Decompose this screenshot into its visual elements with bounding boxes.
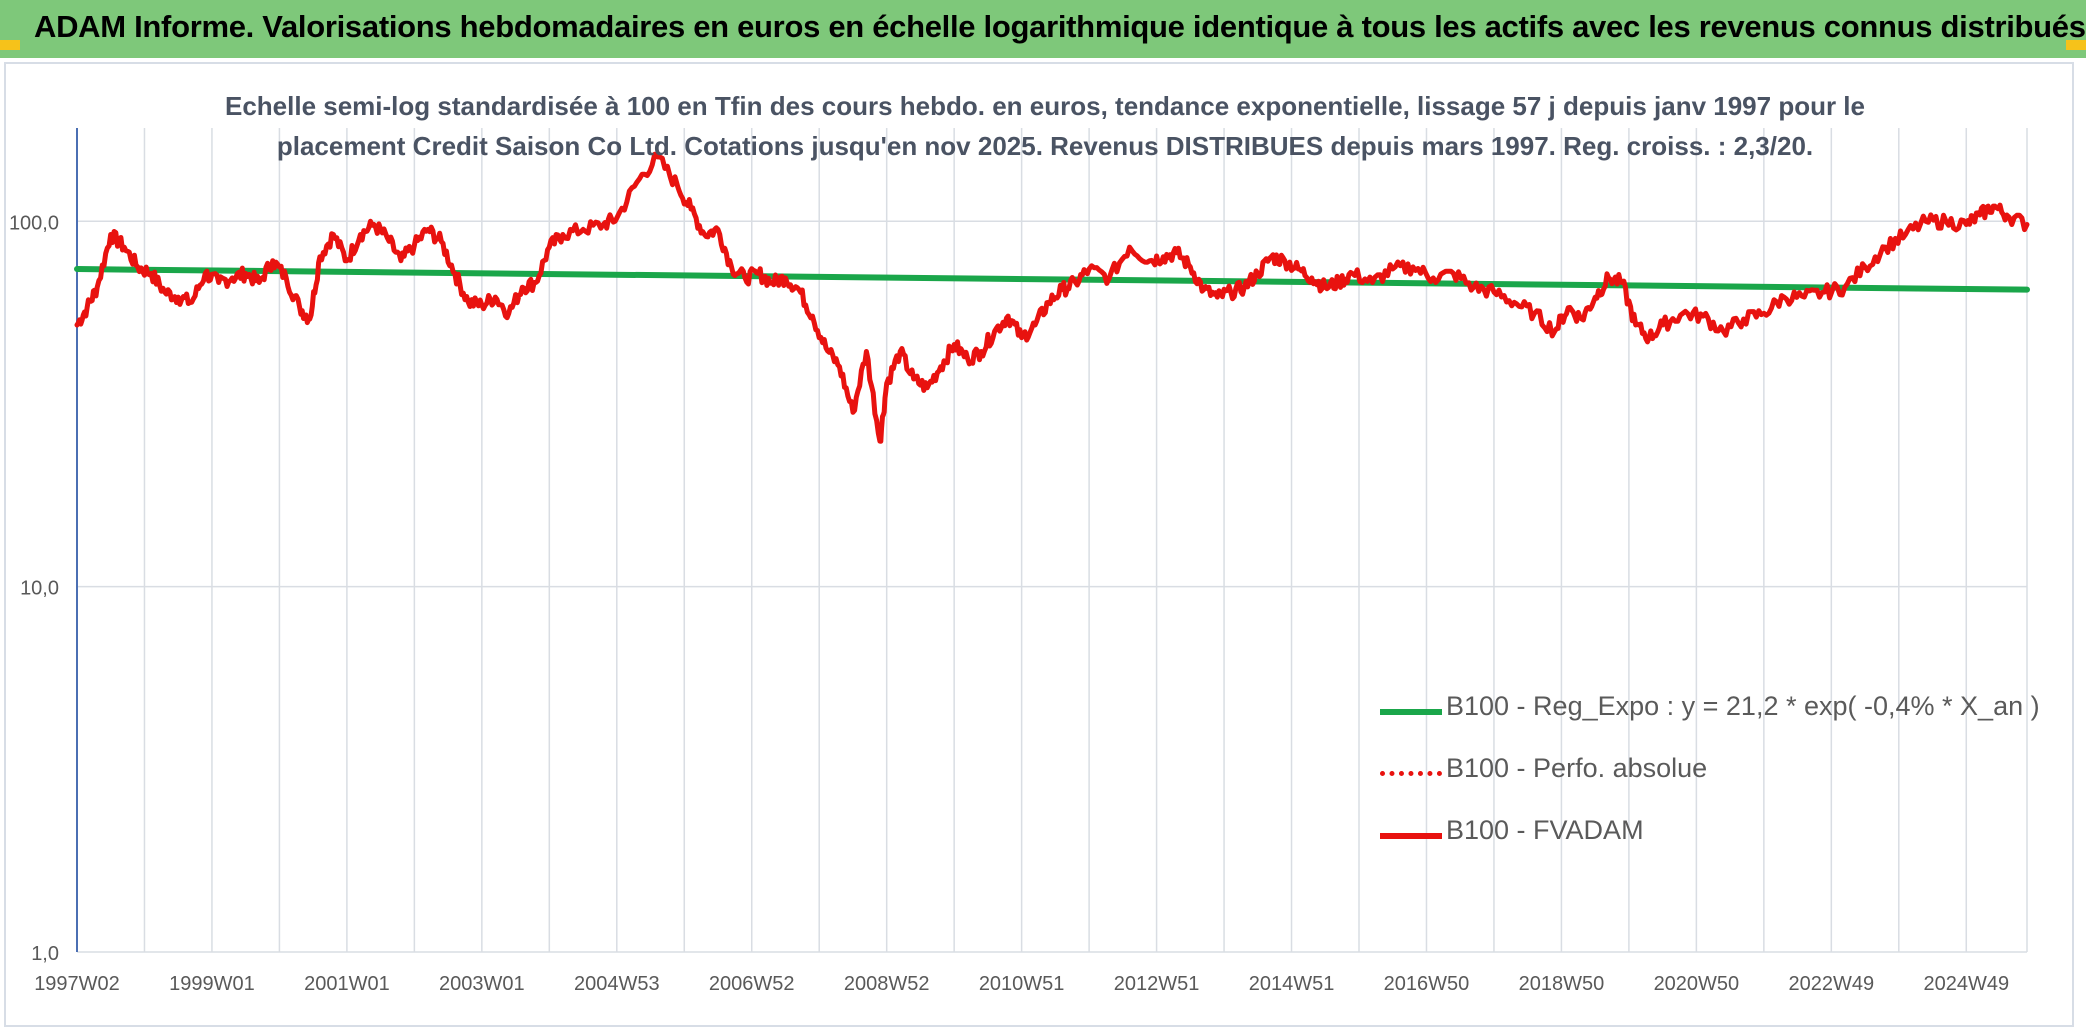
report-title: ADAM Informe. Valorisations hebdomadaire… bbox=[34, 9, 2086, 44]
legend-label-regression: B100 - Reg_Expo : y = 21,2 * exp( -0,4% … bbox=[1446, 691, 2040, 721]
y-tick-label: 100,0 bbox=[9, 212, 59, 234]
x-tick-label: 2004W53 bbox=[574, 973, 660, 995]
chart-frame bbox=[4, 62, 2074, 1027]
chart-gridlines bbox=[76, 128, 2028, 953]
chart-title: Echelle semi-log standardisée à 100 en T… bbox=[180, 86, 1910, 166]
x-tick-label: 1999W01 bbox=[169, 973, 255, 995]
y-tick-label: 1,0 bbox=[31, 943, 59, 965]
legend-label-perfo: B100 - Perfo. absolue bbox=[1446, 753, 1708, 783]
x-axis-ticks: 1997W02 1999W01 2001W01 2003W01 2004W53 2006W… bbox=[34, 973, 2009, 995]
x-tick-label: 2010W51 bbox=[979, 973, 1065, 995]
x-tick-label: 1997W02 bbox=[34, 973, 120, 995]
chart-series bbox=[74, 151, 2030, 444]
legend-swatch-fvadam bbox=[1380, 833, 1442, 839]
legend-swatch-perfo bbox=[1380, 771, 1442, 776]
chart-title-line-1: Echelle semi-log standardisée à 100 en T… bbox=[224, 91, 1865, 121]
x-tick-label: 2006W52 bbox=[709, 973, 795, 995]
chart-title-line-2: placement Credit Saison Co Ltd. Cotation… bbox=[276, 131, 1814, 161]
x-tick-label: 2001W01 bbox=[304, 973, 390, 995]
corner-marker-left bbox=[0, 40, 20, 50]
x-tick-label: 2020W50 bbox=[1654, 973, 1740, 995]
x-tick-label: 2016W50 bbox=[1384, 973, 1470, 995]
fvadam-line bbox=[74, 151, 2030, 444]
x-tick-label: 2003W01 bbox=[439, 973, 525, 995]
legend-swatch-regression bbox=[1380, 709, 1442, 715]
x-tick-label: 2014W51 bbox=[1249, 973, 1335, 995]
corner-marker-right bbox=[2066, 40, 2086, 50]
x-tick-label: 2012W51 bbox=[1114, 973, 1200, 995]
x-tick-label: 2024W49 bbox=[1923, 973, 2009, 995]
regression-line bbox=[74, 266, 2030, 293]
legend-label-fvadam: B100 - FVADAM bbox=[1446, 815, 1644, 845]
x-tick-label: 2022W49 bbox=[1789, 973, 1875, 995]
x-tick-label: 2018W50 bbox=[1519, 973, 1605, 995]
y-axis-ticks: 1,0 10,0 100,0 bbox=[9, 212, 59, 965]
x-tick-label: 2008W52 bbox=[844, 973, 930, 995]
y-tick-label: 10,0 bbox=[20, 578, 59, 600]
report-banner: ADAM Informe. Valorisations hebdomadaire… bbox=[0, 0, 2086, 58]
